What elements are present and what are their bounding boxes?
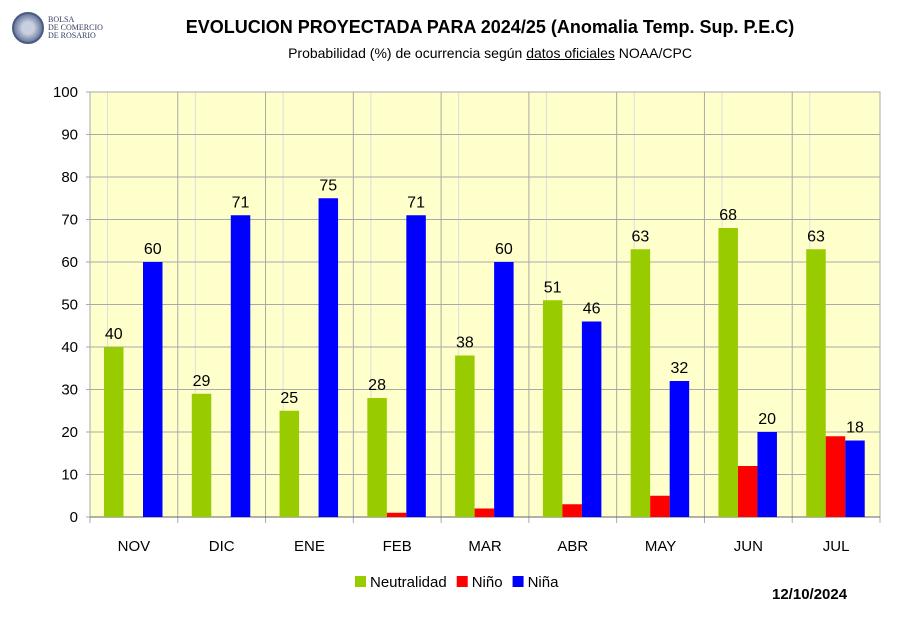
data-label: 71 xyxy=(232,194,250,211)
bar-neutralidad xyxy=(806,249,826,517)
x-tick-label: JUN xyxy=(734,538,763,555)
logo-line: BOLSA xyxy=(48,15,75,24)
legend-swatch xyxy=(355,576,366,587)
legend-label: Niño xyxy=(472,574,503,591)
bar-neutralidad xyxy=(367,398,387,517)
data-label: 28 xyxy=(368,377,386,394)
y-tick-label: 0 xyxy=(70,509,78,526)
y-tick-label: 80 xyxy=(61,169,78,186)
bar-niño xyxy=(825,436,846,517)
subtitle-link: datos oficiales xyxy=(526,45,615,61)
y-tick-label: 100 xyxy=(53,84,78,101)
bar-niña xyxy=(230,215,251,517)
y-tick-label: 20 xyxy=(61,424,78,441)
bar-neutralidad xyxy=(630,249,651,517)
bar-niña xyxy=(845,440,865,517)
bar-neutralidad xyxy=(542,300,563,517)
bar-neutralidad xyxy=(718,228,738,517)
bar-niña xyxy=(406,215,426,517)
bar-niña xyxy=(581,321,602,517)
data-label: 46 xyxy=(583,301,601,318)
x-tick-label: MAY xyxy=(645,538,676,555)
x-tick-label: MAR xyxy=(468,538,502,555)
logo-line: DE COMERCIO xyxy=(48,23,103,32)
data-label: 63 xyxy=(632,228,650,245)
y-tick-label: 50 xyxy=(61,297,78,314)
data-label: 38 xyxy=(456,335,474,352)
legend-swatch xyxy=(456,576,468,587)
bar-niño xyxy=(386,512,407,517)
data-label: 20 xyxy=(758,411,776,428)
legend-label: Neutralidad xyxy=(370,574,447,591)
data-label: 68 xyxy=(719,207,737,224)
chart-title: EVOLUCION PROYECTADA PARA 2024/25 (Anoma… xyxy=(185,17,795,37)
bar-niña xyxy=(494,262,514,517)
bar-niña xyxy=(669,381,690,517)
x-tick-label: FEB xyxy=(383,538,412,555)
data-label: 75 xyxy=(319,177,337,194)
x-tick-label: DIC xyxy=(209,538,235,555)
y-tick-label: 40 xyxy=(61,339,78,356)
bar-neutralidad xyxy=(279,410,300,517)
y-tick-label: 30 xyxy=(61,382,78,399)
bar-neutralidad xyxy=(455,355,475,517)
subtitle-text: Probabilidad (%) de ocurrencia según xyxy=(288,45,527,61)
data-label: 71 xyxy=(407,194,425,211)
bar-niño xyxy=(650,495,670,517)
bar-niño xyxy=(474,508,495,517)
data-label: 40 xyxy=(105,326,123,343)
x-tick-label: ENE xyxy=(294,538,325,555)
chart-subtitle: Probabilidad (%) de ocurrencia según dat… xyxy=(130,45,850,61)
y-tick-label: 60 xyxy=(61,254,78,271)
logo-emblem-icon xyxy=(12,12,44,44)
bar-niño xyxy=(562,504,582,517)
bar-niño xyxy=(737,466,758,517)
logo-line: DE ROSARIO xyxy=(48,31,96,40)
legend-label: Niña xyxy=(528,574,560,591)
date-label: 12/10/2024 xyxy=(772,586,848,603)
bar-niña xyxy=(143,262,163,517)
data-label: 25 xyxy=(280,390,298,407)
bar-niña xyxy=(318,198,339,517)
logo-text: BOLSA DE COMERCIO DE ROSARIO xyxy=(48,16,103,40)
bar-neutralidad xyxy=(191,393,212,517)
data-label: 60 xyxy=(495,241,513,258)
x-tick-label: ABR xyxy=(557,538,588,555)
subtitle-text: NOAA/CPC xyxy=(614,45,692,61)
legend-swatch xyxy=(512,576,524,587)
y-tick-label: 70 xyxy=(61,212,78,229)
data-label: 51 xyxy=(544,279,562,296)
data-label: 32 xyxy=(671,360,689,377)
data-label: 63 xyxy=(807,228,825,245)
bar-niña xyxy=(757,432,777,517)
bolsa-logo: BOLSA DE COMERCIO DE ROSARIO xyxy=(12,12,103,44)
y-tick-label: 90 xyxy=(61,127,78,144)
data-label: 29 xyxy=(193,373,211,390)
data-label: 60 xyxy=(144,241,162,258)
x-tick-label: JUL xyxy=(823,538,850,555)
bar-neutralidad xyxy=(104,347,124,517)
data-label: 18 xyxy=(846,420,864,437)
x-tick-label: NOV xyxy=(118,538,151,555)
y-tick-label: 10 xyxy=(61,467,78,484)
